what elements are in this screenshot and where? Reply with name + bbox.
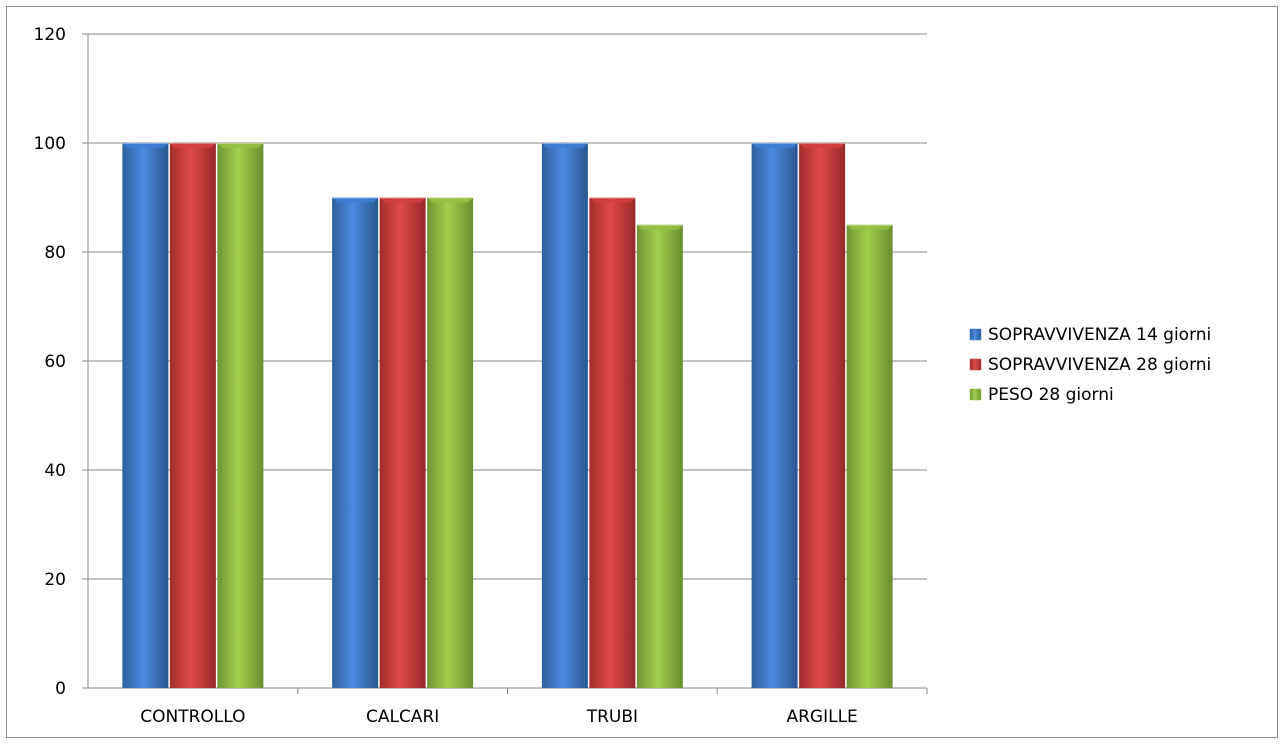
bar [379, 197, 426, 688]
legend: SOPRAVVIVENZA 14 giorni SOPRAVVIVENZA 28 … [969, 325, 1211, 405]
x-tick-label: CONTROLLO [140, 707, 245, 727]
legend-swatch [969, 328, 982, 341]
legend-label: PESO 28 giorni [988, 385, 1114, 405]
legend-label: SOPRAVVIVENZA 28 giorni [988, 355, 1211, 375]
y-tick-label: 20 [44, 570, 66, 590]
bar [427, 197, 474, 688]
bar [846, 224, 893, 688]
bar [636, 224, 683, 688]
y-tick-label: 0 [55, 679, 66, 699]
bar [541, 143, 588, 688]
x-tick-label: TRUBI [586, 707, 638, 727]
x-tick-label: ARGILLE [786, 707, 857, 727]
legend-swatch [969, 388, 982, 401]
y-tick-label: 100 [34, 134, 66, 154]
bar [589, 197, 636, 688]
bar [169, 143, 216, 688]
legend-label: SOPRAVVIVENZA 14 giorni [988, 325, 1211, 345]
legend-swatch [969, 358, 982, 371]
bar [332, 197, 379, 688]
bar [217, 143, 264, 688]
y-tick-label: 60 [44, 352, 66, 372]
y-tick-label: 40 [44, 461, 66, 481]
tick-labels: 0 20 40 60 80 100 120 CONTROLLO CALCARI TRUBI ARGI… [34, 25, 858, 727]
bar [751, 143, 798, 688]
x-tick-label: CALCARI [366, 707, 439, 727]
y-tick-label: 80 [44, 243, 66, 263]
bar [799, 143, 846, 688]
y-tick-label: 120 [34, 25, 66, 45]
bar [122, 143, 169, 688]
bars [122, 143, 893, 688]
